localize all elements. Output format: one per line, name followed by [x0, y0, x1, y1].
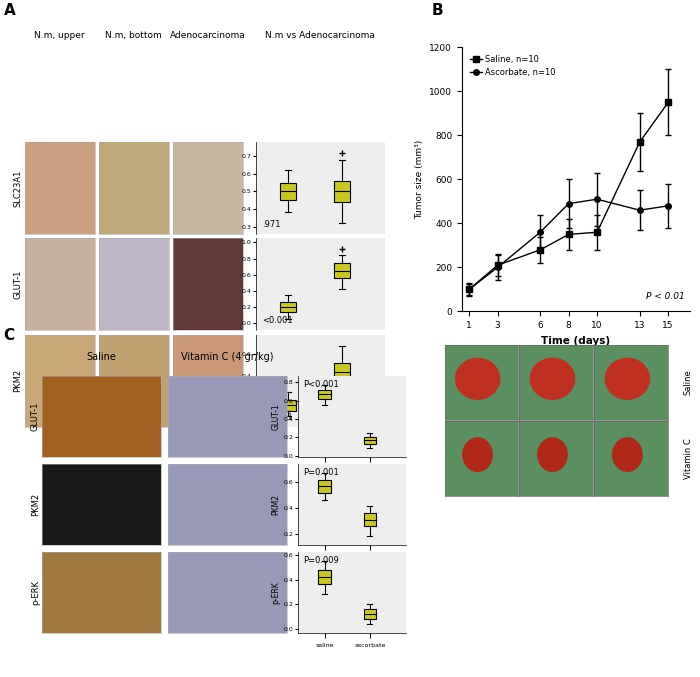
Bar — [363, 513, 376, 527]
Ellipse shape — [606, 358, 650, 399]
Bar — [334, 363, 350, 380]
Text: Vitamin C (4 gr/kg): Vitamin C (4 gr/kg) — [181, 352, 274, 362]
Bar — [334, 263, 350, 278]
Bar — [318, 479, 331, 493]
Bar — [318, 390, 331, 399]
Text: P=0.009: P=0.009 — [303, 556, 339, 565]
Text: .971: .971 — [262, 220, 281, 229]
Text: PKM2: PKM2 — [31, 493, 40, 516]
Text: N.m, bottom: N.m, bottom — [105, 31, 162, 40]
Bar — [334, 181, 350, 202]
Bar — [363, 609, 376, 619]
X-axis label: Time (days): Time (days) — [541, 336, 610, 346]
Ellipse shape — [463, 438, 492, 471]
Bar — [280, 183, 296, 200]
Legend: Saline, n=10, Ascorbate, n=10: Saline, n=10, Ascorbate, n=10 — [466, 51, 559, 81]
Text: <0.001: <0.001 — [262, 413, 293, 422]
Text: Saline: Saline — [87, 352, 116, 362]
Bar — [280, 399, 296, 410]
Text: P<0.001: P<0.001 — [303, 380, 339, 389]
Ellipse shape — [538, 438, 567, 471]
Text: Adenocarcinoma: Adenocarcinoma — [170, 31, 246, 40]
Text: GLUT-1: GLUT-1 — [31, 401, 40, 431]
Text: p-ERK: p-ERK — [31, 580, 40, 605]
Text: N.m vs Adenocarcinoma: N.m vs Adenocarcinoma — [265, 31, 375, 40]
Text: B: B — [432, 3, 444, 18]
Text: Saline: Saline — [684, 370, 693, 395]
Y-axis label: p-ERK: p-ERK — [272, 581, 281, 604]
Text: N.m, upper: N.m, upper — [34, 31, 85, 40]
Bar — [363, 437, 376, 444]
Bar — [318, 570, 331, 584]
Text: PKM2: PKM2 — [13, 369, 22, 393]
Text: SLC23A1: SLC23A1 — [13, 169, 22, 206]
Y-axis label: GLUT-1: GLUT-1 — [272, 403, 281, 430]
Text: C: C — [4, 328, 15, 343]
Text: Vitamin C: Vitamin C — [684, 438, 693, 479]
Y-axis label: Tumor size (mm³): Tumor size (mm³) — [414, 139, 424, 219]
Ellipse shape — [612, 438, 642, 471]
Text: <0.001: <0.001 — [262, 316, 293, 325]
Y-axis label: PKM2: PKM2 — [272, 494, 281, 515]
Ellipse shape — [456, 358, 500, 399]
Ellipse shape — [531, 358, 575, 399]
Text: P < 0.01: P < 0.01 — [646, 292, 685, 301]
Text: P=0.001: P=0.001 — [303, 468, 339, 477]
Text: A: A — [4, 3, 15, 18]
Text: GLUT-1: GLUT-1 — [13, 269, 22, 299]
Bar — [280, 302, 296, 312]
